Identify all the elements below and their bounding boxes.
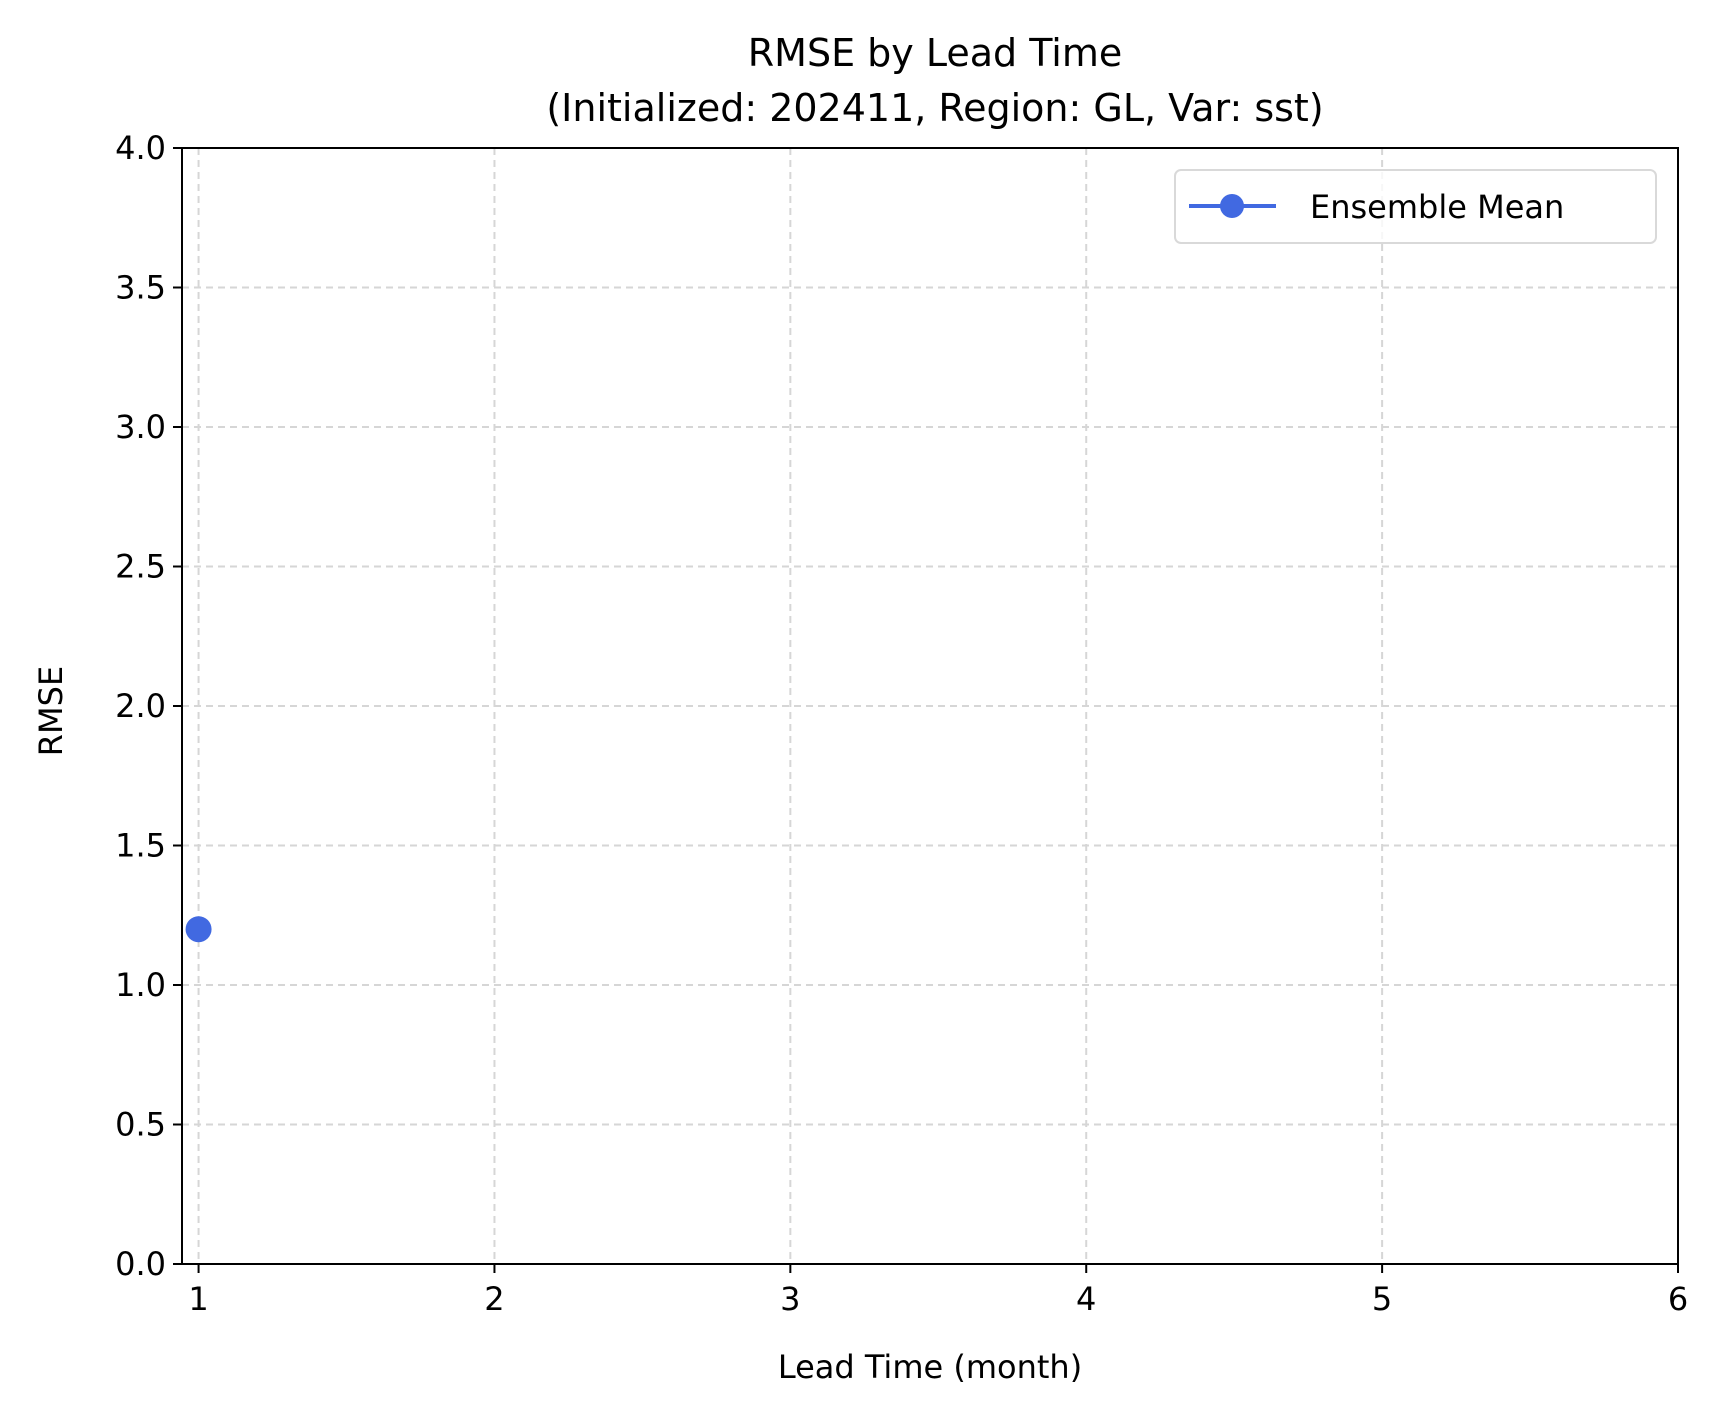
y-tick-label: 0.0 (115, 1245, 166, 1283)
legend-marker-ensemble-mean (1220, 194, 1244, 218)
legend-box (1174, 169, 1657, 244)
legend-label-ensemble-mean: Ensemble Mean (1310, 188, 1564, 226)
y-tick-label: 1.0 (115, 966, 166, 1004)
plot-series (185, 916, 212, 943)
x-tick-label: 6 (1668, 1280, 1688, 1318)
y-tick-label: 3.5 (115, 269, 166, 307)
legend: Ensemble Mean (1174, 169, 1657, 244)
x-axis-label: Lead Time (month) (778, 1348, 1082, 1386)
x-tick-label: 3 (780, 1280, 800, 1318)
chart-title-line1: RMSE by Lead Time (748, 31, 1122, 75)
data-point-ensemble-mean (185, 916, 212, 943)
y-axis-ticks: 0.0 0.5 1.0 1.5 2.0 2.5 3.0 3.5 4.0 (115, 129, 182, 1283)
x-axis-ticks: 1 2 3 4 5 6 (188, 1264, 1688, 1318)
y-tick-label: 2.5 (115, 548, 166, 586)
x-tick-label: 2 (484, 1280, 504, 1318)
x-tick-label: 4 (1076, 1280, 1096, 1318)
y-tick-label: 4.0 (115, 129, 166, 167)
y-axis-label: RMSE (32, 666, 70, 756)
y-tick-label: 3.0 (115, 408, 166, 446)
chart-title-line2: (Initialized: 202411, Region: GL, Var: s… (546, 86, 1323, 130)
y-tick-label: 2.0 (115, 687, 166, 725)
y-tick-label: 0.5 (115, 1106, 166, 1144)
x-tick-label: 1 (188, 1280, 208, 1318)
x-tick-label: 5 (1372, 1280, 1392, 1318)
y-tick-label: 1.5 (115, 827, 166, 865)
